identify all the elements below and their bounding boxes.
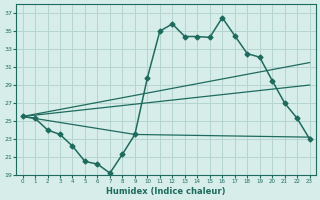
X-axis label: Humidex (Indice chaleur): Humidex (Indice chaleur) <box>106 187 226 196</box>
